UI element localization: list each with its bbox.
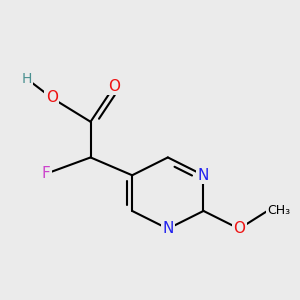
Text: F: F	[42, 166, 50, 181]
Text: N: N	[162, 221, 173, 236]
Text: O: O	[233, 221, 245, 236]
Text: N: N	[198, 168, 209, 183]
Text: O: O	[108, 79, 120, 94]
Text: CH₃: CH₃	[267, 204, 290, 218]
Text: H: H	[22, 72, 32, 86]
Text: O: O	[46, 91, 58, 106]
